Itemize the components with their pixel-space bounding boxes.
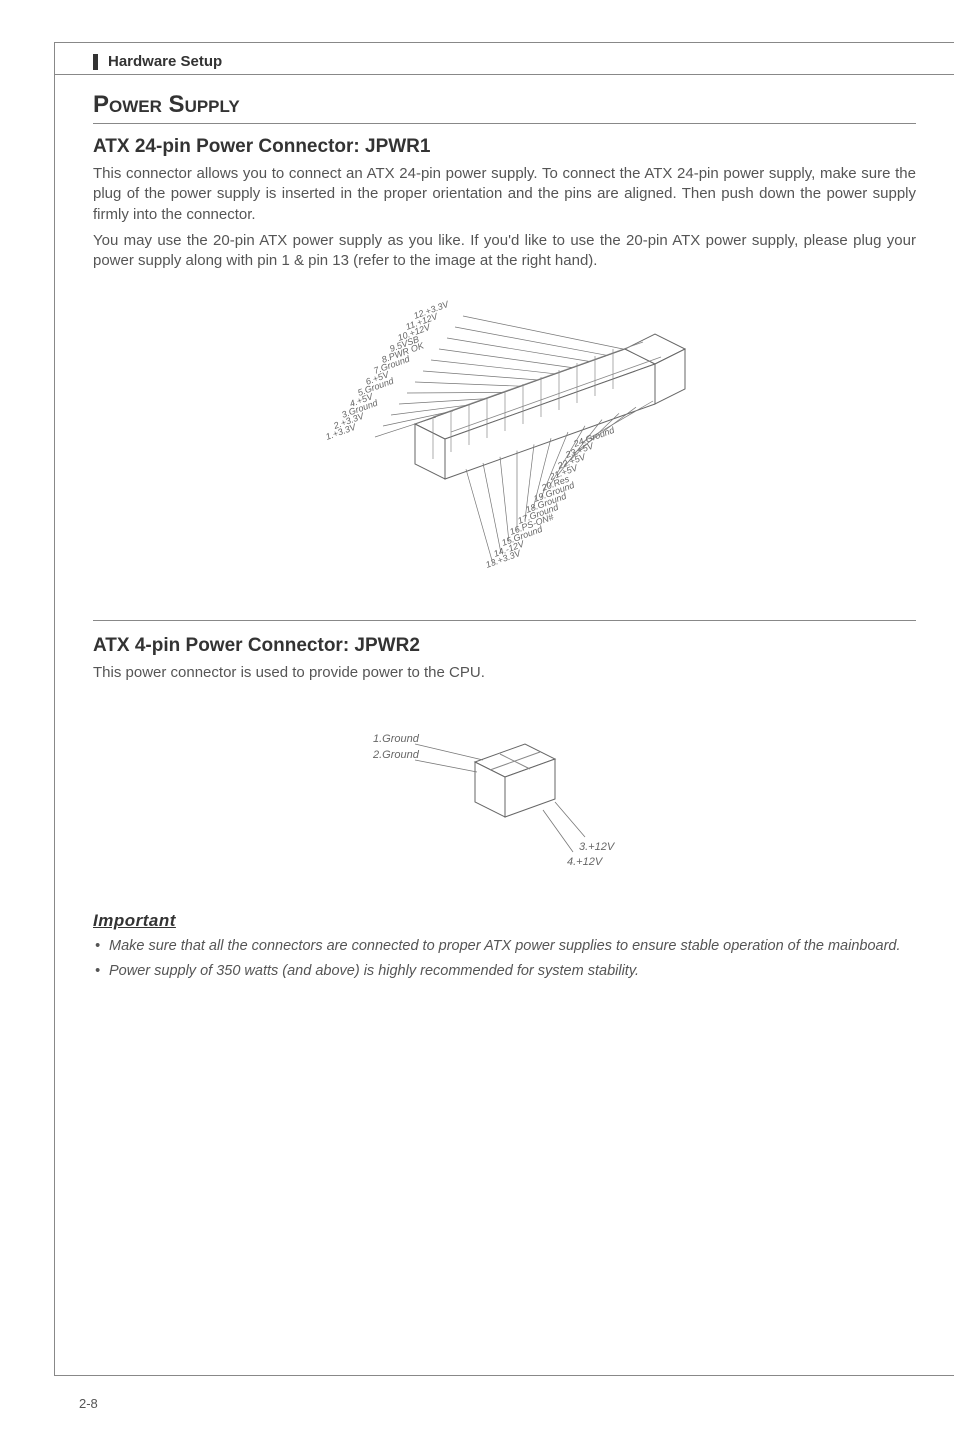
- pin-label: 3.+12V: [579, 841, 616, 853]
- tab-indicator-bar: [93, 54, 98, 70]
- connector-a-para1: This connector allows you to connect an …: [93, 164, 916, 225]
- connector-24pin-svg: 12.+3.3V11.+12V10.+12V9.5VSB8.PWR OK7.Gr…: [265, 289, 745, 589]
- section-title: Power Supply: [93, 91, 916, 124]
- important-item: Power supply of 350 watts (and above) is…: [93, 962, 916, 982]
- connector-a-title: ATX 24-pin Power Connector: JPWR1: [93, 136, 916, 158]
- pin-label: 2.Ground: [372, 749, 420, 761]
- important-item: Make sure that all the connectors are co…: [93, 937, 916, 957]
- important-list: Make sure that all the connectors are co…: [93, 937, 916, 982]
- tab-title: Hardware Setup: [108, 53, 222, 70]
- connector-4pin-svg: 1.Ground 2.Ground 3.+12V 4.+12V: [355, 702, 655, 882]
- important-heading: Important: [93, 911, 916, 931]
- header-tab: Hardware Setup: [55, 53, 954, 75]
- figure-24pin: 12.+3.3V11.+12V10.+12V9.5VSB8.PWR OK7.Gr…: [93, 289, 916, 594]
- page-number: 2-8: [79, 1396, 98, 1411]
- figure-4pin: 1.Ground 2.Ground 3.+12V 4.+12V: [93, 702, 916, 887]
- pin-label: 1.Ground: [373, 733, 420, 745]
- connector-b-title: ATX 4-pin Power Connector: JPWR2: [93, 635, 916, 657]
- connector-b-para: This power connector is used to provide …: [93, 663, 916, 683]
- pin-label: 4.+12V: [567, 856, 604, 868]
- connector-a-para2: You may use the 20-pin ATX power supply …: [93, 231, 916, 272]
- section-divider: [93, 620, 916, 621]
